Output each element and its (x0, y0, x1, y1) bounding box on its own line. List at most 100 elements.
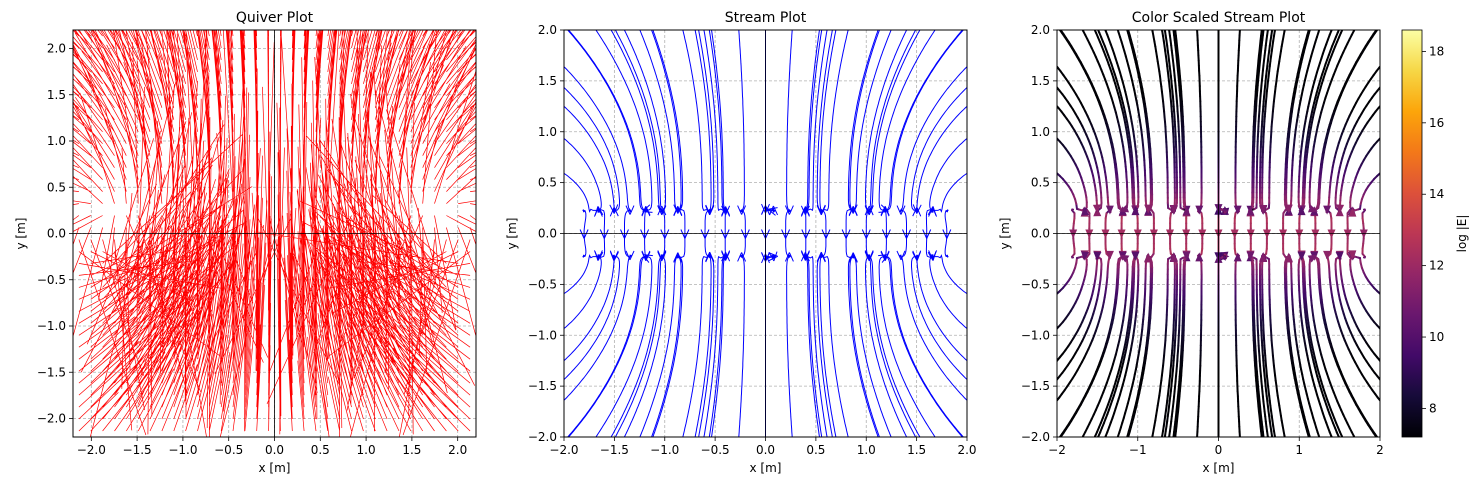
stream-arrow (599, 229, 609, 239)
y-tick-label: −1.5 (37, 365, 66, 379)
stream-arrow (660, 229, 670, 239)
streamline (623, 254, 666, 437)
stream-arrow (784, 252, 794, 262)
stream-arrow (642, 254, 653, 263)
stream-arrow (1198, 229, 1207, 239)
streamline-segment (1126, 26, 1127, 28)
stream-arrow (1327, 229, 1336, 239)
stream-arrow (1069, 229, 1078, 239)
stream-arrow (768, 252, 779, 262)
streamline (765, 30, 775, 212)
streamline (867, 255, 921, 437)
plot-area (73, 30, 476, 437)
stream-arrow (640, 229, 650, 239)
stream-arrow (1101, 229, 1110, 239)
streamline (564, 254, 601, 295)
x-tick-label: 0.5 (806, 443, 825, 457)
streamline (765, 30, 775, 213)
streamline (929, 137, 967, 213)
stream-arrow (942, 229, 952, 239)
stream-arrow (720, 229, 730, 239)
stream-arrow (1343, 229, 1352, 239)
streamline (819, 254, 849, 437)
x-tick-label: 1.0 (857, 443, 876, 457)
stream-arrow (928, 207, 938, 217)
streamline (564, 137, 602, 213)
stream-arrow (1263, 229, 1271, 239)
streamline (847, 254, 879, 437)
x-tick-label: −0.5 (701, 443, 730, 457)
streamline (738, 30, 745, 213)
y-tick-label: 2.0 (538, 23, 557, 37)
y-tick-label: −2.0 (37, 412, 66, 426)
streamline (765, 30, 776, 213)
streamline (564, 86, 620, 213)
streamline (899, 65, 967, 213)
stream-arrow (800, 206, 810, 216)
plot-area (564, 30, 967, 437)
stream-arrow (801, 229, 811, 239)
stream-arrow (673, 204, 683, 214)
stream-arrow (1117, 229, 1126, 239)
streamline (929, 254, 967, 330)
stream-arrow (902, 229, 911, 239)
stream-arrow (737, 252, 747, 262)
stream-arrow (642, 204, 653, 213)
streamline-segment (1057, 137, 1058, 140)
streamline (595, 255, 653, 437)
stream-arrow (784, 205, 794, 215)
streamline (847, 30, 879, 213)
streamline (816, 255, 833, 437)
stream-arrow (721, 251, 731, 261)
stream-arrow (1295, 229, 1304, 239)
streamline (878, 255, 936, 437)
stream-arrow (625, 205, 635, 215)
x-tick-label: 1.5 (402, 443, 421, 457)
streamline (682, 254, 712, 437)
streamline (867, 30, 921, 212)
stream-arrow (864, 251, 874, 262)
y-axis-label: y [m] (14, 218, 28, 250)
streamline (765, 254, 775, 437)
streamline (639, 30, 680, 213)
streamline (564, 254, 616, 362)
streamline-segment (1057, 379, 1058, 382)
stream-arrow (781, 229, 791, 239)
stream-arrow (1359, 229, 1368, 239)
stream-arrow (673, 253, 683, 263)
streamline (851, 30, 892, 213)
stream-arrow (700, 229, 710, 239)
stream-arrow (861, 229, 871, 239)
x-tick-label: 2.0 (957, 443, 976, 457)
stream-arrow (881, 229, 891, 239)
streamline (930, 172, 967, 213)
stream-arrow (1133, 229, 1142, 239)
streamline (899, 254, 967, 402)
stream-arrow (740, 229, 750, 239)
stream-arrow (878, 254, 889, 263)
streamline (564, 65, 632, 213)
streamline (708, 255, 727, 437)
x-tick-label: −2.0 (77, 443, 106, 457)
y-tick-label: 1.5 (47, 88, 66, 102)
streamline (738, 254, 745, 437)
stream-arrow (673, 205, 683, 216)
stream-arrow (1149, 229, 1158, 239)
stream-arrow (609, 251, 619, 262)
stream-arrow (625, 250, 635, 261)
stream-arrow (821, 229, 831, 239)
y-tick-label: −1.5 (528, 379, 557, 393)
stream-arrow (841, 229, 851, 239)
stream-arrow (912, 251, 922, 262)
streamline-segment (1057, 327, 1058, 330)
streamline (878, 30, 936, 212)
streamline (652, 30, 684, 213)
y-tick-label: 2.0 (47, 42, 66, 56)
y-tick-label: −0.5 (37, 273, 66, 287)
stream-arrow (1230, 229, 1239, 239)
color-scaled-stream-plot-panel: −2 −1 0 1 2−2.0−1.5−1.0−0.50.00.51.01.52.0Co… (998, 10, 1384, 475)
stream-arrow (594, 251, 604, 261)
streamline (804, 30, 823, 212)
x-tick-label: 1.0 (357, 443, 376, 457)
y-tick-label: 1.0 (538, 125, 557, 139)
